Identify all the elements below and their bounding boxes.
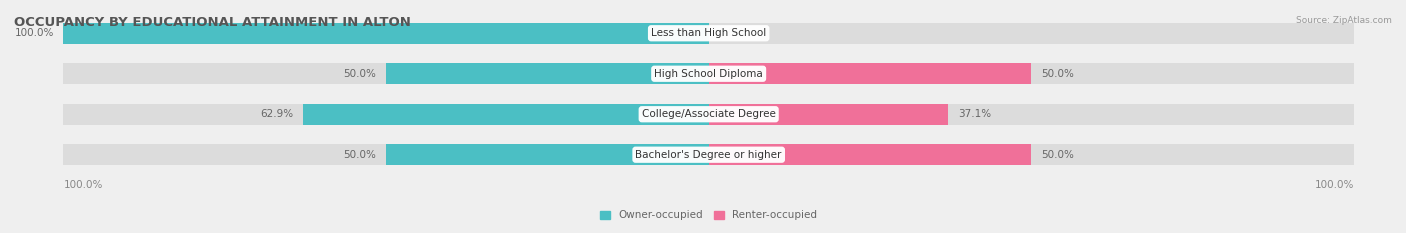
Bar: [387, 63, 709, 84]
Bar: [387, 144, 709, 165]
Text: 50.0%: 50.0%: [343, 69, 377, 79]
Text: 100.0%: 100.0%: [1315, 180, 1354, 190]
Bar: [709, 63, 1031, 84]
Bar: [63, 104, 1354, 125]
Legend: Owner-occupied, Renter-occupied: Owner-occupied, Renter-occupied: [596, 206, 821, 225]
Bar: [63, 23, 1354, 44]
Text: Source: ZipAtlas.com: Source: ZipAtlas.com: [1296, 16, 1392, 25]
Bar: [709, 144, 1031, 165]
Text: Less than High School: Less than High School: [651, 28, 766, 38]
Text: 62.9%: 62.9%: [260, 109, 294, 119]
Text: 50.0%: 50.0%: [1040, 69, 1074, 79]
Text: 50.0%: 50.0%: [1040, 150, 1074, 160]
Bar: [63, 23, 709, 44]
Bar: [63, 63, 1354, 84]
Text: OCCUPANCY BY EDUCATIONAL ATTAINMENT IN ALTON: OCCUPANCY BY EDUCATIONAL ATTAINMENT IN A…: [14, 16, 411, 29]
Text: High School Diploma: High School Diploma: [654, 69, 763, 79]
Bar: [709, 104, 948, 125]
Text: 50.0%: 50.0%: [343, 150, 377, 160]
Bar: [63, 144, 1354, 165]
Text: 100.0%: 100.0%: [63, 180, 103, 190]
Text: College/Associate Degree: College/Associate Degree: [641, 109, 776, 119]
Text: 37.1%: 37.1%: [957, 109, 991, 119]
Text: Bachelor's Degree or higher: Bachelor's Degree or higher: [636, 150, 782, 160]
Text: 100.0%: 100.0%: [14, 28, 53, 38]
Text: 0.0%: 0.0%: [718, 28, 745, 38]
Bar: [302, 104, 709, 125]
